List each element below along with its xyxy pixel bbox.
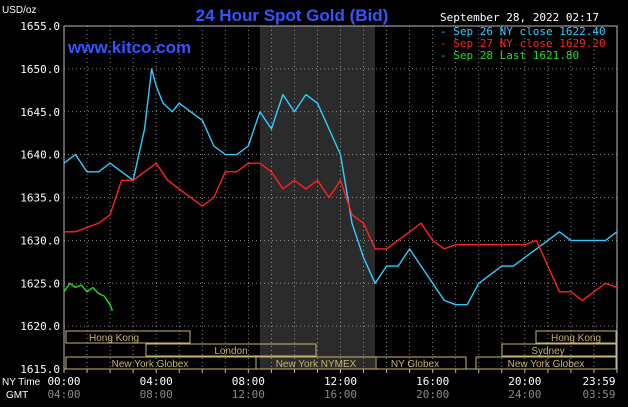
session-box-hong-kong-right (535, 330, 617, 344)
ny-time-tick-label: 08:00 (232, 375, 265, 388)
y-tick-label: 1615.0 (20, 363, 60, 376)
session-box-ny-globex-right (475, 356, 617, 370)
session-box-london (145, 343, 317, 357)
y-axis-tick-labels: 1655.0 1650.0 1645.0 1640.0 1635.0 1630.0 1625… (20, 20, 60, 376)
legend: - Sep 26 NY close 1622.40- Sep 27 NY clo… (440, 25, 606, 62)
session-ny-nymex: New York NYMEX (276, 359, 357, 370)
session-ny-globex-mid: NY Globex (391, 359, 439, 370)
session-hong-kong-left: Hong Kong (89, 333, 139, 344)
session-ny-globex-right: New York Globex (508, 359, 585, 370)
y-axis-unit: USD/oz (2, 5, 36, 16)
legend-entry: - Sep 27 NY close 1629.20 (440, 37, 606, 50)
series-line-2 (64, 162, 618, 302)
y-tick-label: 1630.0 (20, 234, 60, 247)
ny-time-tick-label: 04:00 (140, 375, 173, 388)
chart-title: 24 Hour Spot Gold (Bid) (196, 6, 389, 25)
gmt-tick-label: 24:00 (508, 388, 541, 401)
y-tick-label: 1635.0 (20, 192, 60, 205)
y-tick-label: 1620.0 (20, 320, 60, 333)
session-hong-kong-right: Hong Kong (551, 333, 601, 344)
x-axis-tick-labels: 00:0004:0004:0008:0008:0012:0012:0016:00… (47, 375, 615, 401)
gmt-label: GMT (6, 390, 28, 401)
y-tick-label: 1625.0 (20, 277, 60, 290)
session-box-hong-kong-left (65, 330, 191, 344)
session-london: London (214, 346, 247, 357)
y-tick-label: 1640.0 (20, 149, 60, 162)
ny-time-tick-label: 20:00 (508, 375, 541, 388)
legend-entry: - Sep 26 NY close 1622.40 (440, 25, 606, 38)
gmt-tick-label: 16:00 (324, 388, 357, 401)
legend-entry: - Sep 28 Last 1621.80 (440, 49, 579, 62)
session-box-ny-globex-mid (375, 356, 467, 370)
session-box-sydney (501, 343, 617, 357)
gmt-tick-label: 20:00 (416, 388, 449, 401)
y-tick-label: 1645.0 (20, 106, 60, 119)
ny-time-tick-label: 00:00 (47, 375, 80, 388)
series-line-3 (63, 282, 114, 311)
gmt-tick-label: 03:59 (582, 388, 615, 401)
ny-time-label: NY Time (2, 377, 41, 388)
nymex-session-highlight (259, 26, 376, 369)
kitco-watermark: www.kitco.com (67, 38, 191, 57)
ny-time-tick-label: 16:00 (416, 375, 449, 388)
series-line-1 (63, 68, 618, 306)
timestamp: September 28, 2022 02:17 (440, 11, 599, 24)
trading-sessions: Hong Kong London New York Globex New Yor… (65, 330, 617, 370)
y-tick-label: 1655.0 (20, 20, 60, 33)
price-series (63, 68, 618, 311)
gmt-tick-label: 08:00 (140, 388, 173, 401)
ny-time-tick-label: 23:59 (582, 375, 615, 388)
session-sydney: Sydney (531, 346, 564, 357)
gmt-tick-label: 12:00 (232, 388, 265, 401)
y-tick-label: 1650.0 (20, 63, 60, 76)
ny-time-tick-label: 12:00 (324, 375, 357, 388)
session-ny-globex-left: New York Globex (112, 359, 189, 370)
gmt-tick-label: 04:00 (47, 388, 80, 401)
